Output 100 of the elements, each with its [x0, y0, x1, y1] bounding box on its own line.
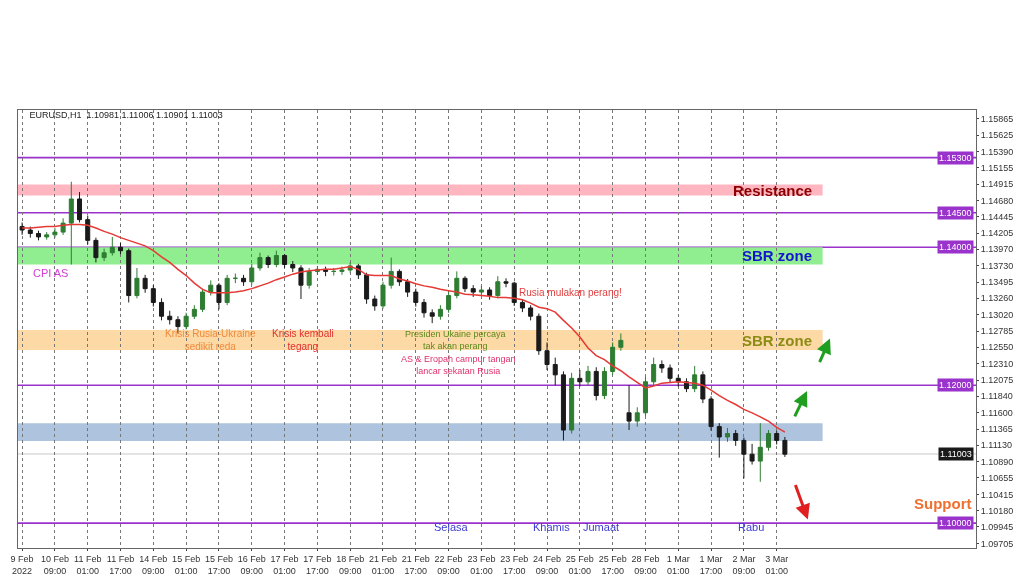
candlestick [142, 274, 148, 294]
y-tick-label: 1.15155 [980, 162, 1014, 173]
candlestick [544, 341, 550, 371]
annotation: Rusia mulakan perang! [519, 287, 622, 298]
y-tick-label: 1.12310 [980, 358, 1014, 369]
candlestick [93, 237, 99, 263]
x-tick-label: 15 Feb 17:00 [204, 553, 233, 576]
candlestick [478, 285, 484, 297]
candlestick [716, 422, 722, 459]
candlestick [757, 422, 763, 483]
y-tick-label: 1.12075 [980, 375, 1014, 386]
candlestick [331, 267, 337, 277]
candlestick [642, 376, 648, 417]
candlestick [454, 270, 460, 299]
candlestick [183, 312, 189, 330]
x-tick-label: 11 Feb 01:00 [74, 553, 102, 576]
x-tick-label: 10 Feb 09:00 [40, 553, 69, 576]
y-tick-label: 1.10890 [980, 456, 1014, 467]
x-tick-label: 21 Feb 17:00 [401, 553, 430, 576]
x-tick-label: 15 Feb 01:00 [172, 553, 201, 576]
candlestick [167, 310, 173, 326]
candlestick [200, 288, 206, 313]
x-tick-label: 23 Feb 17:00 [500, 553, 529, 576]
candlestick [372, 295, 378, 312]
candlestick [651, 357, 657, 386]
annotation: Rabu [738, 521, 765, 533]
candlestick [470, 284, 476, 298]
band-label: SBR zone [742, 247, 813, 264]
ref-line-label: 1.10000 [939, 518, 972, 528]
candlestick [601, 366, 607, 400]
x-tick-label: 14 Feb 09:00 [139, 553, 168, 576]
y-tick-label: 1.09945 [980, 522, 1014, 533]
candlestick [519, 298, 525, 313]
candlestick [44, 231, 50, 241]
candlestick [339, 266, 345, 276]
candlestick [724, 427, 730, 443]
candlestick [593, 366, 599, 401]
x-tick-label: 18 Feb 09:00 [336, 553, 365, 576]
x-tick-label: 24 Feb 09:00 [533, 553, 562, 576]
candlestick [667, 364, 673, 383]
candlestick [150, 284, 156, 308]
candlestick [208, 279, 214, 297]
x-tick-label: 28 Feb 09:00 [631, 553, 660, 576]
candlestick [388, 257, 394, 290]
candlestick [618, 332, 624, 352]
candlestick [101, 248, 107, 262]
candlestick [569, 372, 575, 434]
y-tick-label: 1.15625 [980, 130, 1014, 141]
y-tick-label: 1.13970 [980, 244, 1014, 255]
candlestick [782, 436, 788, 458]
candlestick [741, 437, 747, 479]
candlestick [429, 308, 435, 324]
candlestick [774, 430, 780, 446]
chart-title: EURUSD,H1 1.10981 1.11006 1.10901 1.11003 [29, 110, 223, 121]
annotation: Jumaat [583, 521, 620, 533]
candlestick [380, 281, 386, 310]
x-tick-label: 22 Feb 09:00 [434, 553, 463, 576]
candlestick [126, 248, 132, 303]
y-tick-label: 1.13730 [980, 261, 1014, 272]
candlestick [749, 443, 755, 466]
candlestick [446, 290, 452, 314]
y-tick-label: 1.15390 [980, 146, 1014, 157]
y-tick-label: 1.09705 [980, 538, 1014, 549]
candlestick [306, 267, 312, 290]
y-tick-label: 1.13495 [980, 277, 1014, 288]
candlestick [610, 341, 616, 376]
band-label: SBR zone [742, 332, 813, 349]
candlestick [495, 275, 501, 299]
y-tick-label: 1.13260 [980, 293, 1014, 304]
candlestick [692, 365, 698, 393]
candlestick [560, 370, 566, 441]
candlestick [216, 282, 222, 310]
x-tick-label: 23 Feb 01:00 [467, 553, 496, 576]
y-tick-label: 1.11130 [980, 440, 1012, 451]
y-tick-label: 1.14915 [980, 179, 1014, 190]
x-tick-label: 17 Feb 17:00 [303, 553, 332, 576]
candlestick [85, 215, 91, 245]
ref-line-label: 1.15300 [939, 153, 972, 163]
candlestick [528, 304, 534, 321]
candlestick [733, 429, 739, 447]
candlestick [232, 272, 238, 284]
candlestick [421, 298, 427, 319]
y-tick-label: 1.15865 [980, 113, 1014, 124]
annotation: CPI AS [33, 267, 69, 279]
candlestick [224, 274, 230, 306]
candlestick [265, 255, 271, 269]
candlestick [437, 304, 443, 321]
x-tick-label: 1 Mar 01:00 [666, 553, 690, 576]
x-tick-label: 3 Mar 01:00 [765, 553, 789, 576]
x-tick-label: 2 Mar 09:00 [732, 553, 756, 576]
candlestick [511, 281, 517, 307]
ref-line-label: 1.14500 [939, 208, 972, 218]
text: Support [914, 495, 972, 512]
candlestick [282, 253, 288, 269]
x-tick-label: 17 Feb 01:00 [270, 553, 299, 576]
x-tick-label: 9 Feb 2022 [10, 553, 34, 576]
y-tick-label: 1.14445 [980, 211, 1014, 222]
annotation: Selasa [434, 521, 469, 533]
y-tick-label: 1.10415 [980, 489, 1014, 500]
candlestick [413, 288, 419, 308]
